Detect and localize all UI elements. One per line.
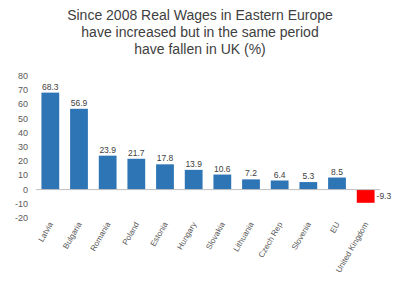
x-tick-label: Romania [89, 220, 113, 253]
y-tick-label: 40 [18, 128, 28, 138]
data-label: 7.2 [245, 168, 257, 178]
x-tick-label: Poland [121, 221, 141, 247]
x-axis-line [36, 189, 380, 190]
data-label: 5.3 [302, 171, 314, 181]
bar [328, 178, 346, 190]
bar [242, 179, 260, 189]
y-tick-label: 20 [18, 156, 28, 166]
title: Since 2008 Real Wages in Eastern Europeh… [67, 7, 333, 57]
data-label: 17.8 [157, 153, 174, 163]
bar [41, 93, 59, 190]
bar [99, 156, 117, 190]
x-tick-label: Latvia [37, 220, 56, 243]
y-tick-label: -10 [15, 199, 28, 209]
x-tick-label: Hungary [175, 221, 198, 252]
background [0, 0, 400, 288]
bar [271, 181, 289, 190]
y-tick-label: 10 [18, 170, 28, 180]
y-tick-label: 70 [18, 85, 28, 95]
x-tick-label: Bulgaria [61, 220, 84, 250]
title-line: have increased but in the same period [81, 24, 318, 40]
bar [70, 109, 88, 190]
y-tick-label: 30 [18, 142, 28, 152]
bar [156, 164, 174, 189]
data-label: 23.9 [99, 145, 116, 155]
data-label: 56.9 [71, 98, 88, 108]
bar [185, 170, 203, 190]
x-tick-label: Estonia [149, 220, 170, 248]
y-tick-label: 60 [18, 99, 28, 109]
bar [127, 159, 145, 190]
chart-container: Since 2008 Real Wages in Eastern Europeh… [0, 0, 400, 288]
bar [357, 190, 375, 203]
data-label: 10.6 [214, 164, 231, 174]
x-tick-label: Slovenia [290, 220, 313, 252]
bars [41, 93, 374, 203]
y-tick-label: 50 [18, 114, 28, 124]
data-label: 68.3 [42, 82, 59, 92]
x-tick-label: EU [328, 220, 341, 234]
chart: Since 2008 Real Wages in Eastern Europeh… [0, 0, 400, 288]
bar [299, 182, 317, 190]
x-tick-label: Czech Rep [257, 220, 285, 259]
y-tick-label: 0 [23, 185, 28, 195]
data-label: 8.5 [331, 167, 343, 177]
title-line: have fallen in UK (%) [134, 41, 266, 57]
title-line: Since 2008 Real Wages in Eastern Europe [67, 7, 333, 23]
data-label: 13.9 [185, 159, 202, 169]
bar [213, 175, 231, 190]
data-label: 6.4 [274, 170, 286, 180]
x-tick-label: Slovakia [204, 220, 227, 251]
x-tick-label: United Kingdom [334, 220, 370, 274]
data-label: -9.3 [377, 191, 392, 201]
y-tick-label: 80 [18, 71, 28, 81]
y-tick-label: -20 [15, 213, 28, 223]
data-label: 21.7 [128, 148, 145, 158]
x-tick-label: Lithuania [232, 220, 256, 253]
